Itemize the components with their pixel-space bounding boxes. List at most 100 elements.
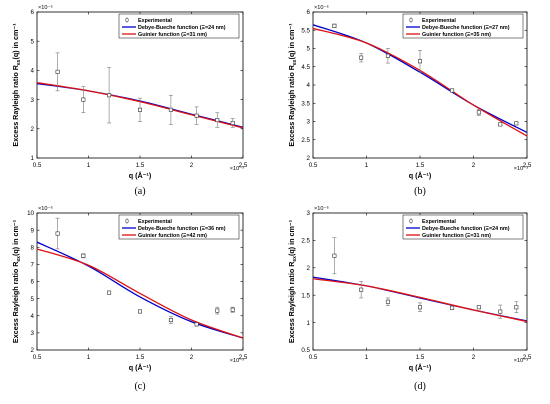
panel-label: (d) — [414, 381, 426, 392]
data-point — [215, 308, 220, 313]
data-point — [385, 299, 390, 304]
y-tick-label: 5.5 — [301, 27, 310, 34]
x-multiplier: ×10⁻³ — [230, 358, 244, 364]
x-tick-label: 1.5 — [416, 354, 425, 361]
y-axis-label-sub: ex — [16, 256, 22, 262]
y-axis-label: Excess Rayleigh ratio Rex(q) in cm⁻¹ — [287, 23, 298, 147]
guinier-curve — [37, 248, 243, 339]
data-point — [55, 69, 60, 74]
legend-box — [118, 13, 240, 39]
panel-label: (c) — [134, 381, 145, 392]
x-tick-label: 1 — [365, 162, 369, 169]
data-point — [230, 120, 235, 125]
data-point — [498, 122, 503, 127]
y-axis-label-sub: ex — [16, 59, 22, 65]
y-tick-label: 1.5 — [301, 292, 310, 299]
chart-panel-d: 0.5 1 1.5 2 2.5 0.5 1 1.5 2 2.5 3×10⁻⁶ ×10⁻³ q (Å⁻¹)… — [287, 205, 532, 392]
y-tick-label: 2.5 — [301, 137, 310, 144]
data-point — [168, 318, 173, 323]
y-tick-label: 9 — [31, 227, 35, 234]
data-point — [450, 88, 455, 93]
x-axis-label: q (Å⁻¹) — [409, 171, 432, 180]
data-point — [81, 97, 86, 102]
x-tick-label: 1 — [365, 354, 369, 361]
legend-label-experimental: Experimental — [422, 18, 456, 24]
legend-label-guinier: Guinier function (Ξ=42 nm) — [138, 233, 207, 239]
legend-marker-symbol — [409, 219, 413, 223]
y-tick-label: 1 — [31, 155, 35, 162]
y-tick-label: 0.5 — [301, 347, 310, 354]
legend-marker-symbol — [125, 18, 129, 22]
x-tick-label: 0.5 — [33, 354, 42, 361]
y-tick-label: 4 — [307, 82, 311, 89]
legend-marker-symbol — [409, 18, 413, 22]
y-tick-label: 7 — [31, 262, 35, 269]
debye-bueche-curve — [313, 24, 527, 134]
x-tick-label: 1 — [87, 354, 91, 361]
legend-label-debye: Debye-Bueche function (Ξ=24 nm) — [422, 226, 510, 232]
data-point — [417, 59, 422, 64]
y-tick-label: 8 — [31, 244, 35, 251]
y-tick-label: 1 — [307, 320, 311, 327]
x-tick-label: 2.5 — [523, 162, 532, 169]
data-point — [476, 110, 481, 115]
y-tick-label: 5 — [31, 296, 35, 303]
y-axis-label-main: Excess Rayleigh ratio R — [287, 261, 296, 343]
data-point — [359, 287, 364, 292]
data-point — [498, 309, 503, 314]
data-point — [194, 322, 199, 327]
y-tick-label: 2.5 — [301, 238, 310, 245]
y-axis-label-main: Excess Rayleigh ratio R — [287, 64, 296, 146]
y-axis-label-tail: (q) in cm⁻¹ — [287, 23, 296, 60]
x-axis-label: q (Å⁻¹) — [409, 363, 432, 372]
x-tick-label: 1.5 — [136, 354, 145, 361]
legend-label-debye: Debye-Bueche function (Ξ=36 nm) — [138, 226, 226, 232]
data-point — [215, 118, 220, 123]
y-multiplier: ×10⁻⁶ — [38, 205, 53, 212]
data-point — [230, 307, 235, 312]
y-tick-label: 10 — [27, 210, 34, 217]
data-point — [55, 231, 60, 236]
x-axis-label: q (Å⁻¹) — [129, 171, 152, 180]
legend-box — [402, 13, 524, 39]
panel-label: (a) — [134, 186, 145, 197]
y-axis-label-sub: ex — [292, 256, 298, 262]
x-tick-label: 1 — [87, 162, 91, 169]
x-multiplier: ×10⁻³ — [514, 358, 528, 364]
y-tick-label: 6 — [31, 9, 35, 16]
data-point — [81, 253, 86, 258]
y-axis-label-tail: (q) in cm⁻¹ — [287, 219, 296, 256]
y-tick-label: 3.5 — [301, 100, 310, 107]
data-point — [332, 253, 337, 258]
x-tick-label: 2.5 — [239, 354, 248, 361]
y-axis-label-main: Excess Rayleigh ratio R — [11, 261, 20, 343]
debye-bueche-curve — [37, 241, 243, 339]
x-tick-label: 2 — [472, 162, 476, 169]
y-axis-label: Excess Rayleigh ratio Rex(q) in cm⁻¹ — [11, 23, 22, 147]
legend-label-debye: Debye-Bueche function (Ξ=27 nm) — [422, 25, 510, 31]
x-tick-label: 2 — [190, 354, 194, 361]
y-tick-label: 4.5 — [301, 64, 310, 71]
y-multiplier: ×10⁻⁶ — [314, 205, 329, 212]
panel-label: (b) — [414, 186, 426, 197]
guinier-curve — [313, 27, 527, 137]
y-tick-label: 4 — [31, 68, 35, 75]
y-tick-label: 3 — [31, 97, 35, 104]
x-tick-label: 1.5 — [416, 162, 425, 169]
y-tick-label: 5 — [307, 46, 311, 53]
data-point — [385, 53, 390, 58]
data-point — [168, 107, 173, 112]
y-axis-label-sub: ex — [292, 59, 298, 65]
y-multiplier: ×10⁻⁵ — [38, 4, 53, 11]
y-multiplier: ×10⁻⁶ — [314, 4, 329, 11]
x-tick-label: 2 — [190, 162, 194, 169]
y-tick-label: 6 — [31, 279, 35, 286]
legend-box — [118, 214, 240, 240]
data-point — [514, 121, 519, 126]
legend-label-experimental: Experimental — [138, 219, 172, 225]
legend-label-guinier: Guinier function (Ξ=31 nm) — [138, 32, 207, 38]
y-axis-label: Excess Rayleigh ratio Rex(q) in cm⁻¹ — [11, 219, 22, 343]
